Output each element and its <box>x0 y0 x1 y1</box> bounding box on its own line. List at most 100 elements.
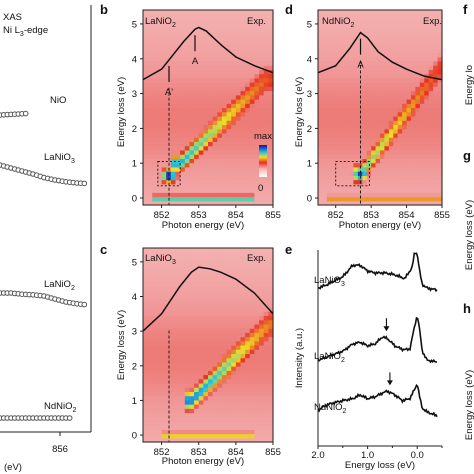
heatmap-cell <box>221 115 228 121</box>
heatmap-cell <box>221 196 228 202</box>
heatmap-cell <box>424 77 430 83</box>
heatmap-cell <box>217 370 223 376</box>
heatmap-cell <box>428 22 434 28</box>
heatmap-cell <box>208 48 214 53</box>
heatmap-cell <box>357 22 363 28</box>
heatmap-cell <box>384 111 390 117</box>
heatmap-cell <box>263 408 269 414</box>
heatmap-cell <box>208 382 214 388</box>
heatmap-cell <box>388 31 394 37</box>
heatmap-cell <box>240 420 246 426</box>
heatmap-cell <box>221 302 228 308</box>
heatmap-cell <box>268 273 274 279</box>
heatmap-cell <box>180 162 186 168</box>
heatmap-cell <box>240 307 246 312</box>
heatmap-cell <box>335 94 341 100</box>
heatmap-cell <box>184 391 191 397</box>
heatmap-cell <box>402 99 408 104</box>
heatmap-cell <box>147 171 153 176</box>
heatmap-cell <box>203 404 209 409</box>
heatmap-cell <box>217 252 223 258</box>
heatmap-cell <box>235 323 242 329</box>
heatmap-cell <box>231 323 237 329</box>
heatmap-cell <box>397 162 403 168</box>
heatmap-cell <box>156 183 163 189</box>
heatmap-cell <box>240 179 246 185</box>
heatmap-cell <box>166 60 172 66</box>
heatmap-cell <box>194 52 200 58</box>
heatmap-cell <box>254 273 260 279</box>
heatmap-cell <box>388 52 394 58</box>
heatmap-cell <box>231 82 237 87</box>
heatmap-cell <box>268 145 274 151</box>
heatmap-cell <box>156 273 163 279</box>
heatmap-cell <box>189 437 195 443</box>
heatmap-cell <box>217 408 223 414</box>
heatmap-cell <box>353 149 359 155</box>
heatmap-cell <box>254 31 260 37</box>
heatmap-cell <box>419 200 425 206</box>
heatmap-cell <box>217 429 223 435</box>
heatmap-cell <box>406 31 412 37</box>
heatmap-cell <box>147 18 153 24</box>
heatmap-cell <box>362 158 368 164</box>
heatmap-cell <box>388 73 394 79</box>
heatmap-cell <box>208 26 214 32</box>
heatmap-cell <box>194 166 200 172</box>
heatmap-cell <box>231 48 237 53</box>
heatmap-cell <box>208 73 214 79</box>
heatmap-cell <box>388 107 394 113</box>
heatmap-cell <box>366 124 372 130</box>
heatmap-cell <box>245 323 251 329</box>
heatmap-cell <box>249 14 256 20</box>
heatmap-cell <box>143 370 149 376</box>
heatmap-cell <box>424 179 430 185</box>
heatmap-cell <box>189 90 195 96</box>
heatmap-cell <box>331 103 337 109</box>
heatmap-cell <box>349 90 355 96</box>
heatmap-cell <box>393 14 399 20</box>
heatmap-cell <box>189 120 195 126</box>
heatmap-cell <box>170 264 177 270</box>
heatmap-cell <box>397 145 403 151</box>
heatmap-cell <box>384 73 390 79</box>
heatmap-cell <box>217 353 223 359</box>
heatmap-cell <box>254 65 260 70</box>
heatmap-cell <box>143 260 149 266</box>
heatmap-cell <box>156 315 163 321</box>
heatmap-cell <box>198 370 204 376</box>
heatmap-cell <box>203 378 209 384</box>
heatmap-cell <box>231 340 237 346</box>
heatmap-cell <box>170 437 177 443</box>
heatmap-cell <box>156 349 163 355</box>
heatmap-cell <box>175 56 181 62</box>
heatmap-cell <box>189 196 195 202</box>
heatmap-cell <box>415 175 421 181</box>
heatmap-cell <box>240 52 246 58</box>
heatmap-cell <box>175 425 181 430</box>
heatmap-cell <box>184 166 191 172</box>
heatmap-cell <box>384 154 390 159</box>
heatmap-cell <box>221 52 228 58</box>
heatmap-cell <box>406 158 412 164</box>
heatmap-cell <box>371 192 377 198</box>
heatmap-cell <box>175 366 181 371</box>
heatmap-cell <box>411 154 417 159</box>
heatmap-cell <box>180 179 186 185</box>
heatmap-cell <box>384 132 390 138</box>
heatmap-cell <box>415 162 421 168</box>
heatmap-cell <box>318 111 324 117</box>
heatmap-cell <box>357 196 363 202</box>
heatmap-cell <box>254 111 260 117</box>
heatmap-cell <box>217 349 223 355</box>
heatmap-cell <box>161 416 167 422</box>
heatmap-cell <box>268 382 274 388</box>
peak-label: A <box>192 56 199 67</box>
heatmap-cell <box>397 60 403 66</box>
heatmap-cell <box>259 200 265 206</box>
heatmap-cell <box>245 115 251 121</box>
heatmap-cell <box>318 158 324 164</box>
heatmap-cell <box>231 128 237 134</box>
heatmap-cell <box>161 48 167 53</box>
heatmap-cell <box>433 137 439 143</box>
